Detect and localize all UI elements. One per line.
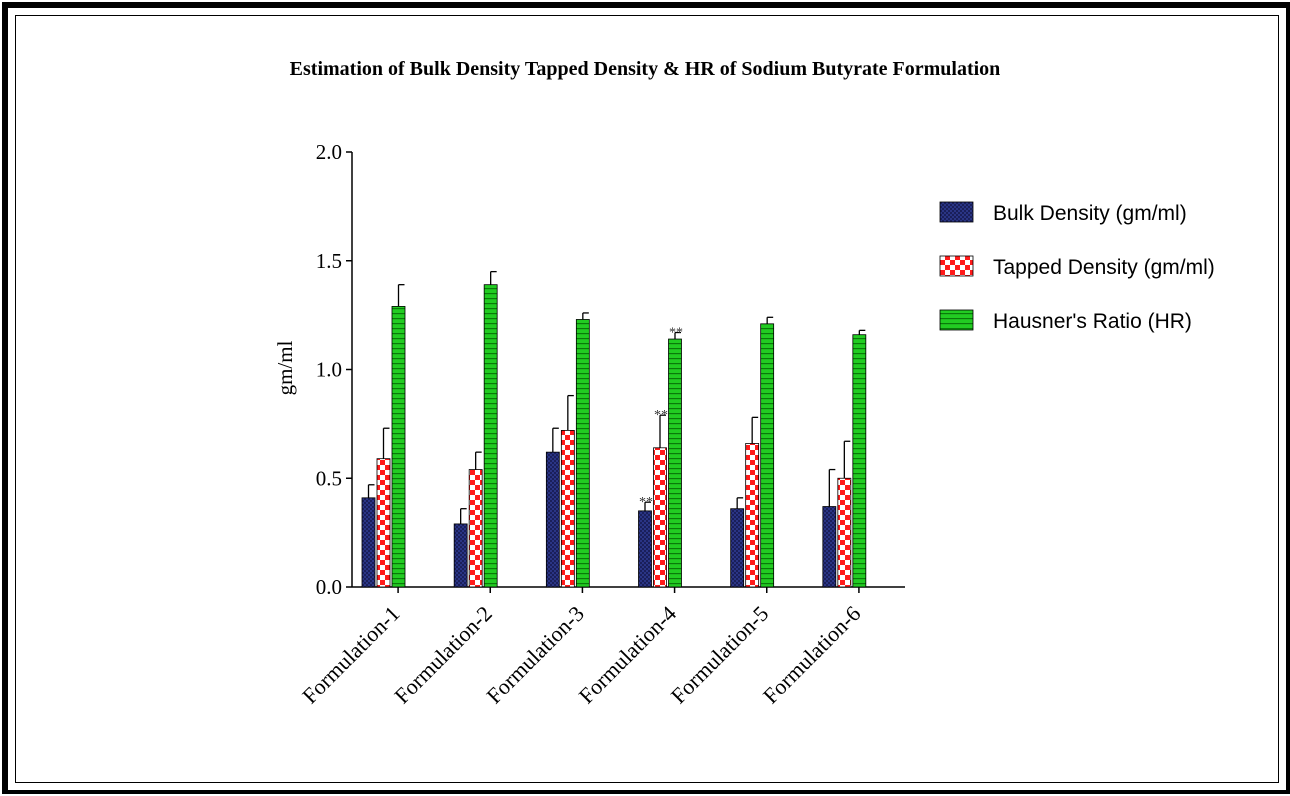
significance-label: ** xyxy=(669,326,683,341)
x-tick-label: Formulation-5 xyxy=(666,601,774,709)
x-tick-label: Formulation-4 xyxy=(574,601,682,709)
legend-label: Bulk Density (gm/ml) xyxy=(993,202,1187,225)
legend-swatch xyxy=(939,201,974,223)
bar xyxy=(730,508,745,588)
bar xyxy=(837,477,852,588)
legend-swatch xyxy=(939,255,974,277)
chart-frame-inner xyxy=(15,15,1279,783)
bar xyxy=(638,510,652,588)
bar xyxy=(852,334,867,588)
bar xyxy=(560,429,575,588)
y-tick-label: 1.5 xyxy=(316,249,342,273)
bar xyxy=(545,451,560,588)
bar xyxy=(822,506,837,588)
bar xyxy=(483,284,498,588)
x-tick-label: Formulation-2 xyxy=(389,601,497,709)
bar xyxy=(760,323,775,588)
x-tick-label: Formulation-6 xyxy=(758,601,866,709)
significance-label: ** xyxy=(639,495,653,510)
y-axis-label: gm/ml xyxy=(273,340,297,395)
axes: 0.0 0.5 1.0 1.5 2.0 xyxy=(316,140,905,599)
bar xyxy=(453,523,468,588)
y-tick-label: 0.5 xyxy=(316,466,342,490)
x-tick-label: Formulation-1 xyxy=(297,601,405,709)
bar xyxy=(468,469,483,588)
x-tick-label: Formulation-3 xyxy=(481,601,589,709)
y-tick-label: 1.0 xyxy=(316,358,342,382)
bar xyxy=(745,443,760,588)
legend-swatch xyxy=(939,309,974,331)
bar xyxy=(361,497,376,588)
bar xyxy=(391,306,406,588)
bar xyxy=(575,319,590,588)
bar xyxy=(653,447,667,588)
x-tick-labels: Formulation-1Formulation-2Formulation-3F… xyxy=(297,601,865,709)
chart-title: Estimation of Bulk Density Tapped Densit… xyxy=(290,58,1001,80)
legend-label: Hausner's Ratio (HR) xyxy=(993,310,1192,333)
significance-label: ** xyxy=(654,408,668,423)
legend-label: Tapped Density (gm/ml) xyxy=(993,256,1215,279)
bars: ** ** ** xyxy=(361,270,867,588)
bar xyxy=(376,458,391,588)
legend: Bulk Density (gm/ml) Tapped Density (gm/m… xyxy=(939,201,1215,333)
y-tick-label: 0.0 xyxy=(316,575,342,599)
y-tick-label: 2.0 xyxy=(316,140,342,164)
bar xyxy=(668,338,682,588)
